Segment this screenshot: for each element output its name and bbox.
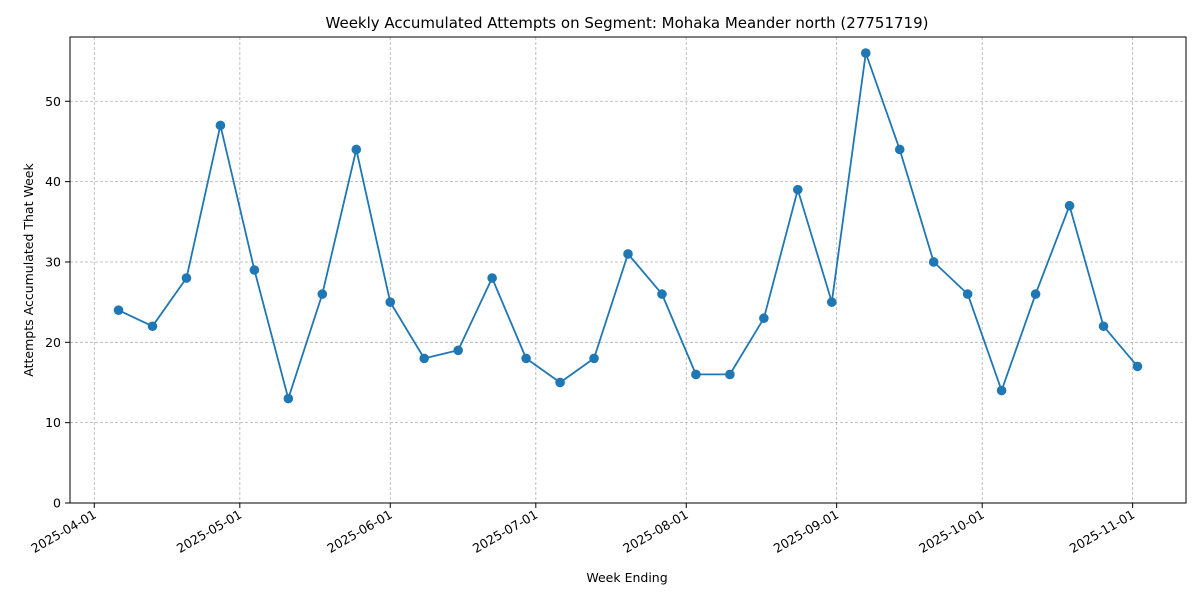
data-point (928, 257, 939, 267)
x-axis-label: Week Ending (586, 570, 667, 585)
data-point (657, 289, 667, 299)
x-tick-label: 2025-07-01 (470, 507, 540, 556)
data-point (860, 48, 871, 58)
data-point (1030, 289, 1041, 299)
chart-title: Weekly Accumulated Attempts on Segment: … (326, 14, 929, 32)
x-tick-label: 2025-10-01 (916, 507, 986, 556)
data-point (1064, 200, 1075, 211)
y-tick-label: 0 (53, 496, 61, 511)
tick-layer: 0 10 20 30 40 50 2025-04-01 2025-05-01 2025-06-0… (28, 94, 1137, 556)
data-point (1098, 321, 1109, 332)
data-point (725, 369, 735, 380)
x-tick-label: 2025-08-01 (620, 507, 690, 556)
data-point (147, 321, 158, 332)
x-tick-label: 2025-05-01 (174, 507, 244, 556)
data-point (385, 297, 396, 307)
data-point (317, 289, 328, 299)
y-tick-label: 50 (45, 94, 61, 109)
data-point (453, 345, 463, 356)
data-point (215, 120, 226, 131)
y-tick-label: 40 (45, 174, 61, 189)
data-point (113, 305, 124, 315)
data-point (589, 353, 599, 364)
x-tick-label: 2025-09-01 (771, 507, 841, 556)
x-tick-label: 2025-11-01 (1067, 507, 1137, 556)
data-point (793, 184, 803, 195)
data-layer (113, 48, 1143, 404)
data-point (1132, 361, 1143, 372)
data-point (826, 297, 837, 307)
data-point (691, 369, 701, 380)
data-point (962, 289, 973, 299)
data-point (351, 144, 362, 155)
y-tick-label: 30 (45, 254, 61, 269)
y-tick-label: 10 (45, 415, 61, 430)
data-point (759, 313, 769, 324)
data-point (521, 353, 531, 364)
grid-layer (70, 37, 1186, 504)
data-point (249, 265, 260, 275)
x-tick-label: 2025-06-01 (324, 507, 394, 556)
y-axis-label: Attempts Accumulated That Week (21, 163, 36, 377)
data-point (283, 393, 294, 404)
data-point (555, 377, 565, 388)
series-line (118, 52, 1139, 400)
data-point (996, 385, 1007, 396)
data-point (623, 249, 633, 259)
x-tick-label: 2025-04-01 (28, 507, 98, 556)
y-tick-label: 20 (45, 335, 61, 350)
data-point (419, 353, 430, 364)
data-point (894, 144, 905, 155)
data-point (181, 273, 192, 283)
plot-frame (69, 36, 1187, 504)
data-point (487, 273, 497, 283)
